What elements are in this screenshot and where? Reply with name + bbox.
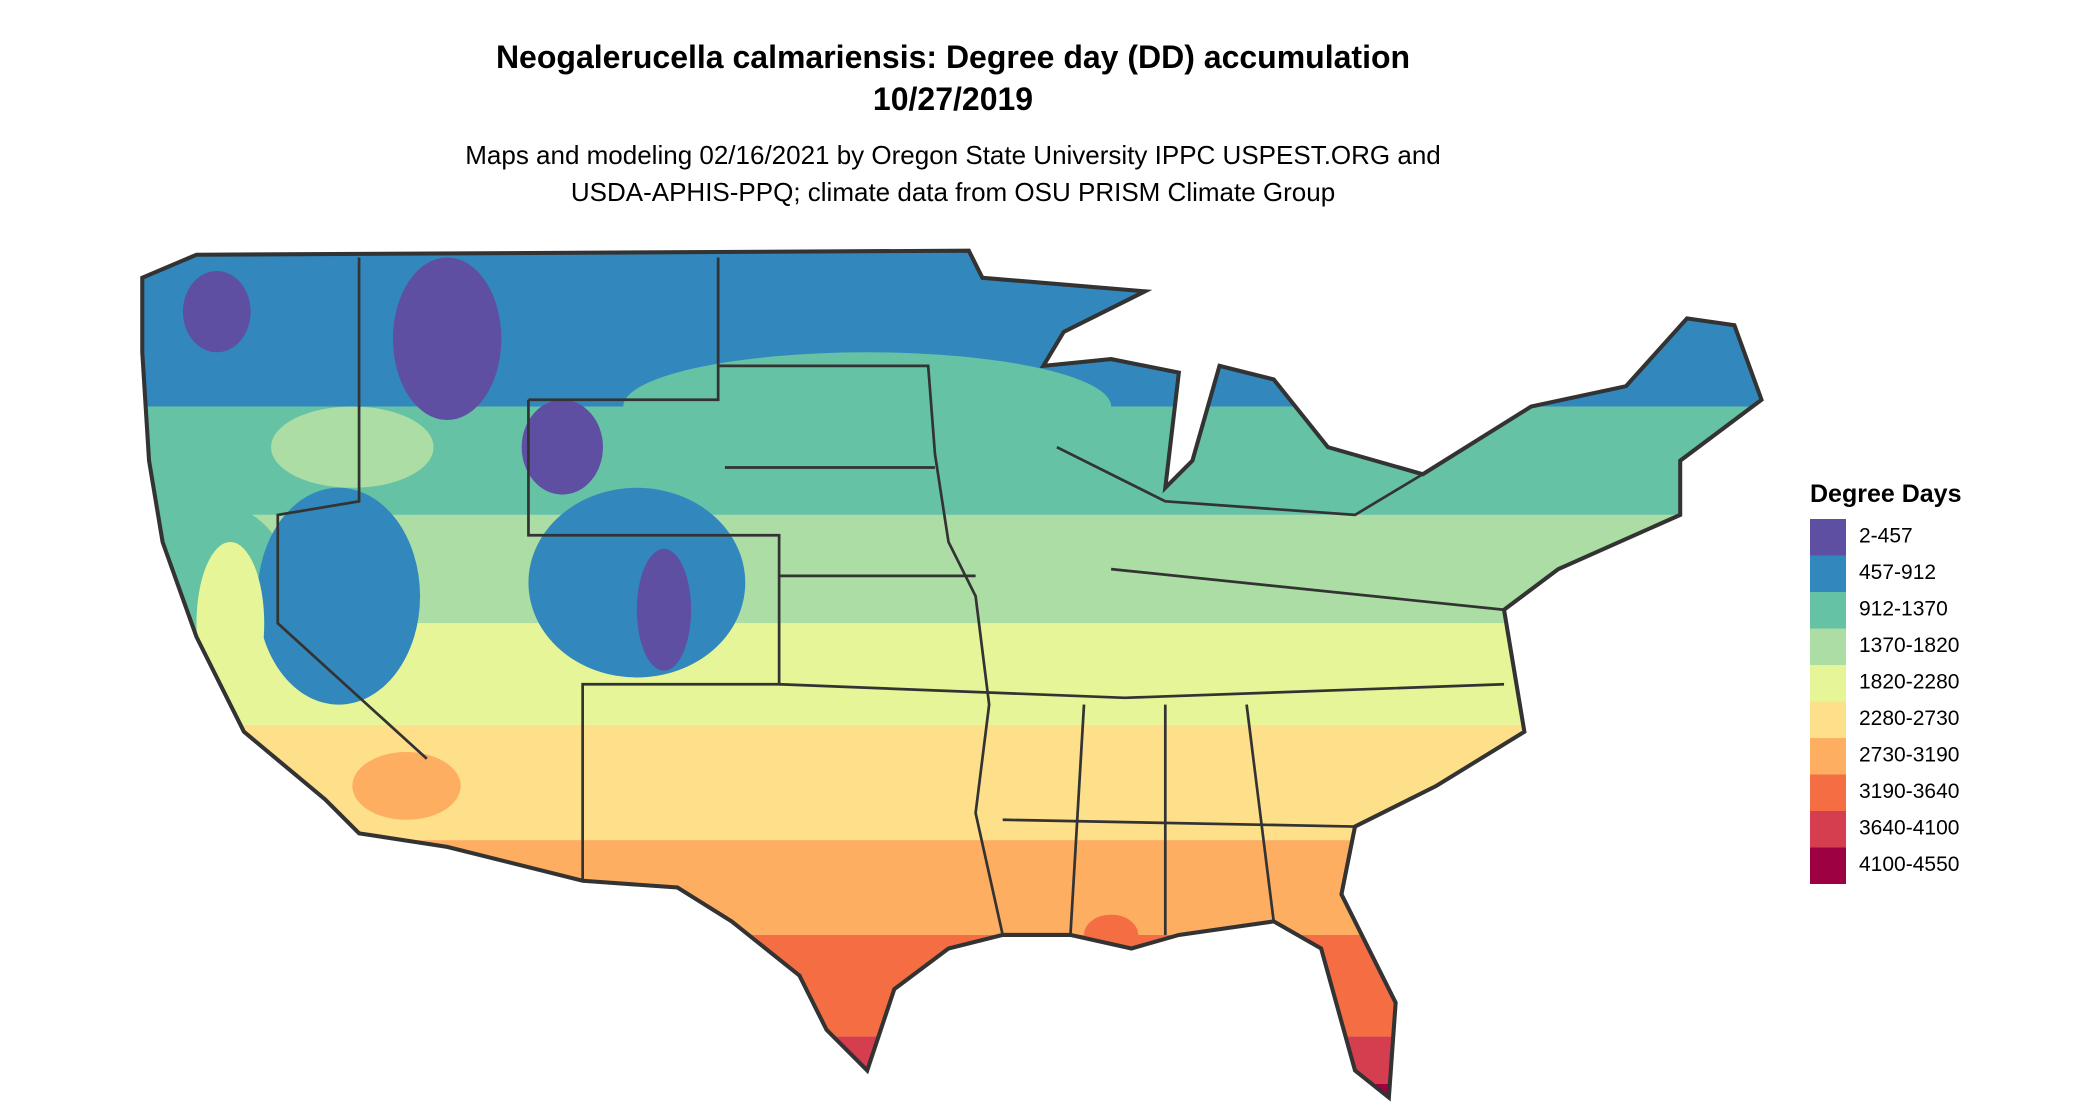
legend-label: 1370-1820 [1859,634,1959,657]
legend-swatch [1810,592,1846,629]
dd-zone [521,399,603,495]
dd-zone [142,1036,1762,1084]
legend-label: 4100-4550 [1859,853,1959,876]
legend-label: 2-457 [1859,525,1913,548]
dd-zone [352,752,461,820]
legend-label: 912-1370 [1859,598,1948,621]
map-date: 10/27/2019 [873,81,1033,117]
legend-swatch [1810,555,1846,592]
dd-zone [142,840,1762,935]
dd-zone [528,487,746,678]
dd-zone [623,352,1112,461]
legend-swatch [1810,701,1846,738]
us-map [140,248,1764,1102]
legend-swatch [1810,847,1846,884]
legend-swatch [1810,519,1846,556]
dd-zone [392,257,502,421]
us-outline [140,248,1764,1102]
dd-zone [636,548,692,671]
legend-label: 2280-2730 [1859,707,1959,730]
dd-zone [142,934,1762,1037]
dd-zone [142,1084,1762,1098]
legend: 2-457 457-912 912-1370 1370-1820 1820-2280 22… [1810,519,1959,884]
dd-zone [271,406,434,488]
legend-swatch [1810,628,1846,665]
legend-swatch [1810,665,1846,702]
dd-zone [182,271,251,353]
legend-swatch [1810,774,1846,811]
legend-swatch [1810,811,1846,848]
legend-swatch [1810,738,1846,775]
state-lines [276,257,1505,936]
legend-label: 457-912 [1859,561,1936,584]
dd-bands [142,250,1762,1098]
map-title: Neogalerucella calmariensis: Degree day … [496,39,1410,75]
legend-label: 2730-3190 [1859,744,1959,767]
subtitle-line: USDA-APHIS-PPQ; climate data from OSU PR… [571,177,1335,207]
legend-label: 3640-4100 [1859,817,1959,840]
legend-label: 3190-3640 [1859,780,1959,803]
subtitle-line: Maps and modeling 02/16/2021 by Oregon S… [465,140,1441,170]
legend-title: Degree Days [1810,480,1961,508]
legend-label: 1820-2280 [1859,671,1959,694]
dd-zone [257,487,421,705]
dd-zone [196,542,265,705]
